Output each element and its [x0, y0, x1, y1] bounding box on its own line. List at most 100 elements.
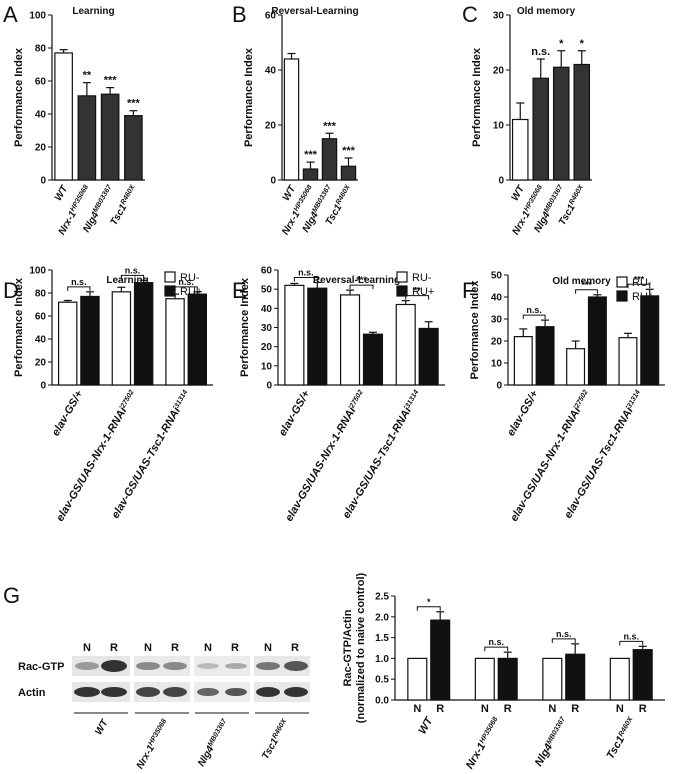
lane-label: R: [291, 642, 299, 654]
lane-label: N: [83, 642, 91, 654]
chart-title: Learning: [106, 275, 148, 286]
significance-label: ***: [127, 98, 141, 110]
x-tick-label: elav-GS/+: [277, 388, 313, 438]
significance-label: n.s.: [71, 277, 87, 287]
significance-label: n.s.: [178, 277, 194, 287]
legend-swatch: [616, 276, 628, 288]
category-superscript: HP35068: [147, 718, 168, 747]
bar: [532, 77, 550, 181]
y-tick-label: 40: [265, 66, 277, 77]
bar: [111, 291, 132, 386]
category-name: WT: [281, 183, 299, 203]
significance-bracket: [619, 640, 644, 646]
panel-letter: E: [232, 278, 247, 303]
y-axis-label: Performance Index: [243, 47, 255, 147]
bar: [395, 303, 416, 386]
bar: [474, 657, 495, 701]
category-name: Nlg4: [81, 210, 102, 235]
bar: [124, 115, 143, 181]
bar: [57, 301, 78, 386]
bar: [513, 336, 533, 386]
bar: [609, 657, 630, 701]
category-name: Nrx-1: [135, 743, 158, 771]
x-tick-label: Tsc1R460X: [108, 183, 141, 228]
chart-title: Reversal-Learning: [313, 275, 400, 286]
lane-label: N: [204, 642, 212, 654]
x-tick-label: WT: [416, 714, 436, 736]
category-name: Nrx-1: [510, 209, 533, 237]
y-tick-label: 40: [491, 293, 503, 304]
category-superscript: HP35068: [523, 184, 544, 213]
bar-label: N: [548, 703, 556, 715]
bar: [566, 348, 586, 386]
x-tick-label: Tsc1R460X: [260, 717, 293, 762]
category-name: Nrx-1: [464, 741, 488, 771]
bar-label: N: [481, 703, 489, 715]
significance-bracket: [293, 276, 318, 282]
category-superscript: MB03367: [206, 717, 228, 748]
significance-bracket: [416, 606, 441, 611]
legend-swatch: [396, 285, 408, 297]
bar: [133, 282, 154, 386]
significance-bracket: [522, 314, 546, 320]
category-superscript: MB03367: [545, 715, 567, 746]
bar: [640, 295, 660, 386]
category-superscript: MB03367: [311, 183, 333, 214]
category-superscript: 27502: [348, 389, 364, 410]
category-superscript: 31314: [173, 389, 189, 409]
y-tick-label: 10: [491, 359, 503, 370]
panel-letter: C: [462, 2, 478, 27]
chart-panel: B Reversal-Learning 0 20 40 60 Performance Ind…: [232, 2, 359, 237]
significance-bracket: [405, 295, 430, 300]
category-superscript: 27502: [573, 389, 589, 410]
x-tick-label: Nrx-1HP35068: [134, 718, 171, 771]
y-axis-label: Rac-GTP/Actin(normalized to naive contro…: [342, 572, 367, 723]
bar: [77, 95, 97, 181]
y-tick-label: 0: [496, 381, 502, 392]
y-tick-label: 40: [35, 110, 47, 121]
bar: [407, 657, 428, 701]
category-superscript: MB03367: [92, 183, 114, 214]
x-tick-label: Nlg4MB03367: [196, 717, 233, 769]
bar: [632, 649, 653, 701]
category-name: WT: [510, 183, 528, 203]
category-name: WT: [53, 183, 71, 203]
lane-label: R: [110, 642, 118, 654]
blot-row-label: Actin: [18, 687, 46, 699]
y-axis-label: Performance Index: [239, 277, 251, 377]
category-name: elav-GS/+: [277, 388, 313, 438]
legend-swatch: [164, 271, 176, 283]
bar: [535, 326, 555, 386]
x-tick-label: Tsc1R460X: [604, 714, 638, 761]
y-tick-label: 20: [35, 358, 47, 369]
bar: [307, 287, 328, 386]
bar-label: N: [616, 703, 624, 715]
y-axis-label: Performance Index: [13, 47, 25, 147]
bar: [339, 294, 361, 386]
bar: [284, 284, 305, 386]
y-tick-label: 10: [261, 361, 273, 372]
blot-row-label: Rac-GTP: [18, 661, 64, 673]
bar: [552, 66, 570, 181]
bar: [283, 58, 300, 181]
x-tick-label: Nlg4MB03367: [533, 715, 571, 769]
category-superscript: 31314: [626, 389, 642, 409]
y-tick-label: 0.0: [375, 696, 389, 707]
lane-label: N: [264, 642, 272, 654]
chart-panel: D Learning 0 20 40 60 80 100 Performance Index n.…: [3, 265, 213, 524]
y-tick-label: 100: [29, 11, 46, 22]
significance-label: n.s.: [488, 637, 504, 647]
y-tick-label: 60: [35, 312, 47, 323]
y-axis-label: Performance Index: [13, 277, 25, 377]
category-name: Nlg4: [196, 744, 217, 769]
bar: [100, 93, 120, 181]
lane-label: N: [144, 642, 152, 654]
legend-label: RU+: [180, 286, 202, 298]
y-tick-label: 20: [265, 121, 277, 132]
significance-label: ***: [634, 274, 645, 284]
bar: [511, 118, 529, 181]
bar: [497, 657, 518, 701]
significance-label: ***: [323, 120, 337, 132]
category-name: Tsc1: [557, 202, 578, 227]
y-tick-label: 20: [35, 143, 47, 154]
